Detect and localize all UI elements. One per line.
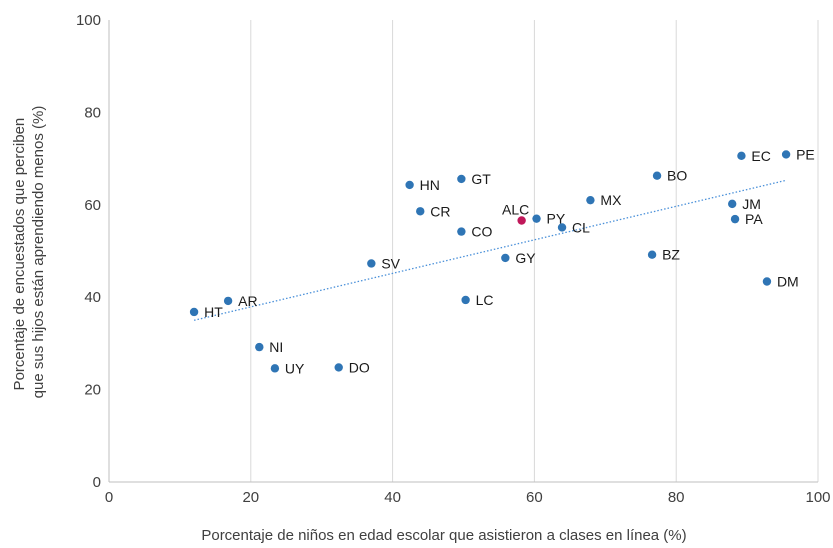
x-tick-label: 60	[526, 489, 543, 506]
point-label-cr: CR	[430, 203, 450, 219]
x-tick-label: 0	[105, 489, 113, 506]
data-point-ht	[189, 307, 199, 317]
point-label-dm: DM	[777, 273, 799, 289]
point-label-ec: EC	[751, 148, 770, 164]
data-point-uy	[270, 364, 280, 373]
data-point-sv	[367, 259, 376, 268]
y-tick-label: 40	[84, 289, 101, 306]
x-tick-label: 80	[668, 489, 685, 506]
point-label-gy: GY	[515, 250, 536, 266]
point-label-co: CO	[471, 224, 492, 240]
point-label-do: DO	[349, 359, 370, 375]
x-tick-label: 40	[384, 489, 401, 506]
x-axis-title: Porcentaje de niños en edad escolar que …	[201, 527, 686, 544]
point-label-sv: SV	[381, 255, 400, 271]
axes	[108, 20, 818, 483]
x-tick-label: 100	[805, 489, 830, 506]
point-label-jm: JM	[742, 196, 761, 212]
data-point-gt	[457, 174, 466, 184]
point-label-py: PY	[547, 211, 566, 227]
y-axis-title-line-1: Porcentaje de encuestados que perciben	[11, 118, 28, 391]
point-label-uy: UY	[285, 360, 305, 376]
data-point-pa	[730, 214, 740, 224]
data-point-pe	[781, 150, 791, 159]
y-tick-label: 100	[76, 12, 101, 29]
grid-lines	[250, 20, 819, 482]
data-point-jm	[728, 199, 737, 209]
data-point-bo	[652, 171, 662, 180]
point-label-ni: NI	[269, 339, 283, 355]
point-label-pe: PE	[796, 146, 815, 162]
data-point-ni	[255, 342, 264, 352]
data-point-mx	[586, 195, 595, 205]
data-point-co	[457, 227, 466, 236]
point-label-alc: ALC	[502, 202, 529, 218]
data-point-ar	[223, 296, 233, 306]
y-axis-title: Porcentaje de encuestados que perciben q…	[11, 106, 47, 399]
y-axis-title-line-2: que sus hijos están aprendiendo menos (%…	[30, 106, 47, 399]
data-point-cr	[416, 207, 425, 216]
point-label-mx: MX	[600, 192, 622, 208]
point-label-pa: PA	[745, 211, 763, 227]
point-label-ar: AR	[238, 293, 257, 309]
point-label-ht: HT	[204, 304, 223, 320]
data-point-ec	[737, 151, 746, 161]
y-tick-label: 0	[93, 474, 101, 491]
point-label-lc: LC	[476, 292, 494, 308]
data-point-gy	[501, 253, 510, 263]
point-label-gt: GT	[471, 171, 491, 187]
data-point-do	[334, 363, 343, 372]
data-point-cl	[557, 223, 567, 232]
point-label-hn: HN	[420, 177, 440, 193]
point-label-cl: CL	[572, 219, 590, 235]
tick-labels: 0 20 40 60 80 100 0 20 40 60 80 100	[76, 12, 831, 506]
x-tick-label: 20	[242, 489, 259, 506]
point-label-bz: BZ	[662, 247, 680, 263]
y-tick-label: 20	[84, 382, 101, 399]
data-point-dm	[762, 277, 772, 286]
data-point-lc	[461, 295, 470, 305]
data-point-bz	[647, 250, 657, 259]
data-point-hn	[405, 180, 414, 190]
data-points	[189, 150, 791, 373]
data-point-alc	[517, 216, 526, 225]
point-label-bo: BO	[667, 168, 687, 184]
data-point-py	[532, 214, 541, 223]
y-tick-label: 80	[84, 104, 101, 121]
y-tick-label: 60	[84, 197, 101, 214]
